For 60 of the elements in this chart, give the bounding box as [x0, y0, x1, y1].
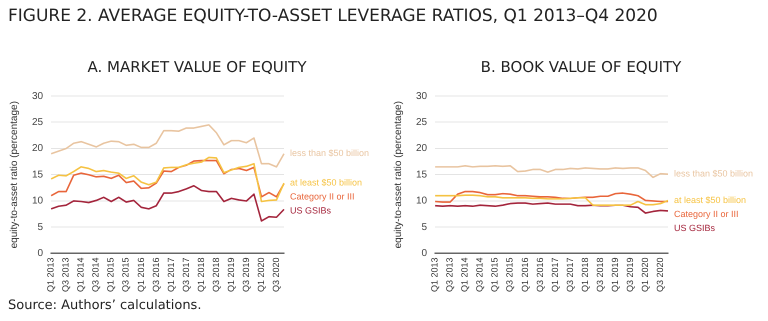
x-tick-label: Q1 2015: [106, 257, 116, 292]
y-tick-label: 10: [32, 196, 44, 207]
x-tick-label: Q1 2015: [490, 257, 500, 292]
x-tick-label: Q3 2013: [444, 257, 455, 292]
x-tick-label: Q1 2018: [580, 257, 590, 292]
series-label: less than $50 billion: [674, 168, 754, 179]
y-tick-label: 25: [32, 116, 44, 128]
series-label: US GSIBs: [674, 222, 716, 233]
y-tick-label: 0: [38, 248, 44, 260]
x-tick-label: Q3 2017: [180, 257, 191, 292]
y-tick-label: 10: [416, 196, 428, 207]
series-label: Category II or III: [290, 192, 355, 202]
x-tick-label: Q3 2019: [624, 257, 635, 292]
y-tick-label: 30: [32, 90, 44, 102]
series-label: at least $50 billion: [290, 178, 362, 188]
y-tick-label: 15: [416, 169, 428, 180]
y-axis-title: equity-to-asset ratio (percentage): [392, 101, 404, 248]
x-tick-label: Q3 2014: [474, 257, 485, 292]
chart-title: B. BOOK VALUE OF EQUITY: [480, 58, 682, 78]
x-tick-label: Q1 2019: [226, 257, 236, 292]
x-tick-label: Q1 2017: [550, 257, 560, 292]
x-tick-label: Q3 2016: [534, 257, 545, 292]
series-label: Category II or III: [674, 208, 739, 219]
series-label: less than $50 billion: [290, 148, 370, 158]
x-tick-label: Q1 2014: [460, 257, 470, 292]
y-tick-label: 5: [422, 222, 428, 233]
x-tick-label: Q1 2018: [196, 257, 206, 292]
x-tick-label: Q1 2017: [166, 257, 176, 292]
x-tick-label: Q1 2019: [610, 257, 620, 292]
x-tick-label: Q3 2013: [60, 257, 71, 292]
y-tick-label: 5: [38, 222, 44, 233]
series-label: at least $50 billion: [674, 194, 746, 205]
x-tick-label: Q1 2013: [46, 257, 56, 292]
y-tick-label: 0: [422, 248, 428, 260]
series-label: US GSIBs: [290, 206, 332, 216]
x-tick-label: Q1 2013: [430, 257, 440, 292]
x-tick-label: Q1 2016: [520, 257, 530, 292]
text: FIGURE 2. AVERAGE EQUITY-TO-ASSET LEVERAGE RATIOS, Q1 2013–Q4 2020: [8, 6, 658, 26]
y-tick-label: 15: [32, 169, 44, 180]
x-tick-label: Q3 2015: [120, 257, 131, 292]
x-tick-label: Q1 2016: [136, 257, 146, 292]
x-tick-label: Q3 2020: [654, 257, 665, 292]
x-tick-label: Q3 2015: [504, 257, 515, 292]
x-tick-label: Q3 2019: [240, 257, 251, 292]
x-tick-label: Q3 2020: [270, 257, 281, 292]
source-note: Source: Authors’ calculations.: [8, 298, 202, 313]
x-tick-label: Q3 2016: [150, 257, 161, 292]
y-tick-label: 30: [416, 90, 428, 102]
y-tick-label: 25: [416, 116, 428, 128]
y-axis-title: equity-to-asset ratio (percentage): [8, 101, 20, 248]
x-tick-label: Q1 2020: [256, 257, 266, 292]
x-tick-label: Q3 2018: [210, 257, 221, 292]
x-tick-label: Q3 2014: [90, 257, 101, 292]
y-tick-label: 20: [32, 143, 44, 154]
x-tick-label: Q3 2018: [594, 257, 605, 292]
x-tick-label: Q1 2020: [640, 257, 650, 292]
x-tick-label: Q3 2017: [564, 257, 575, 292]
x-tick-label: Q1 2014: [76, 257, 86, 292]
chart-subtitle: A. MARKET VALUE OF EQUITY: [86, 58, 308, 78]
y-tick-label: 20: [416, 143, 428, 154]
